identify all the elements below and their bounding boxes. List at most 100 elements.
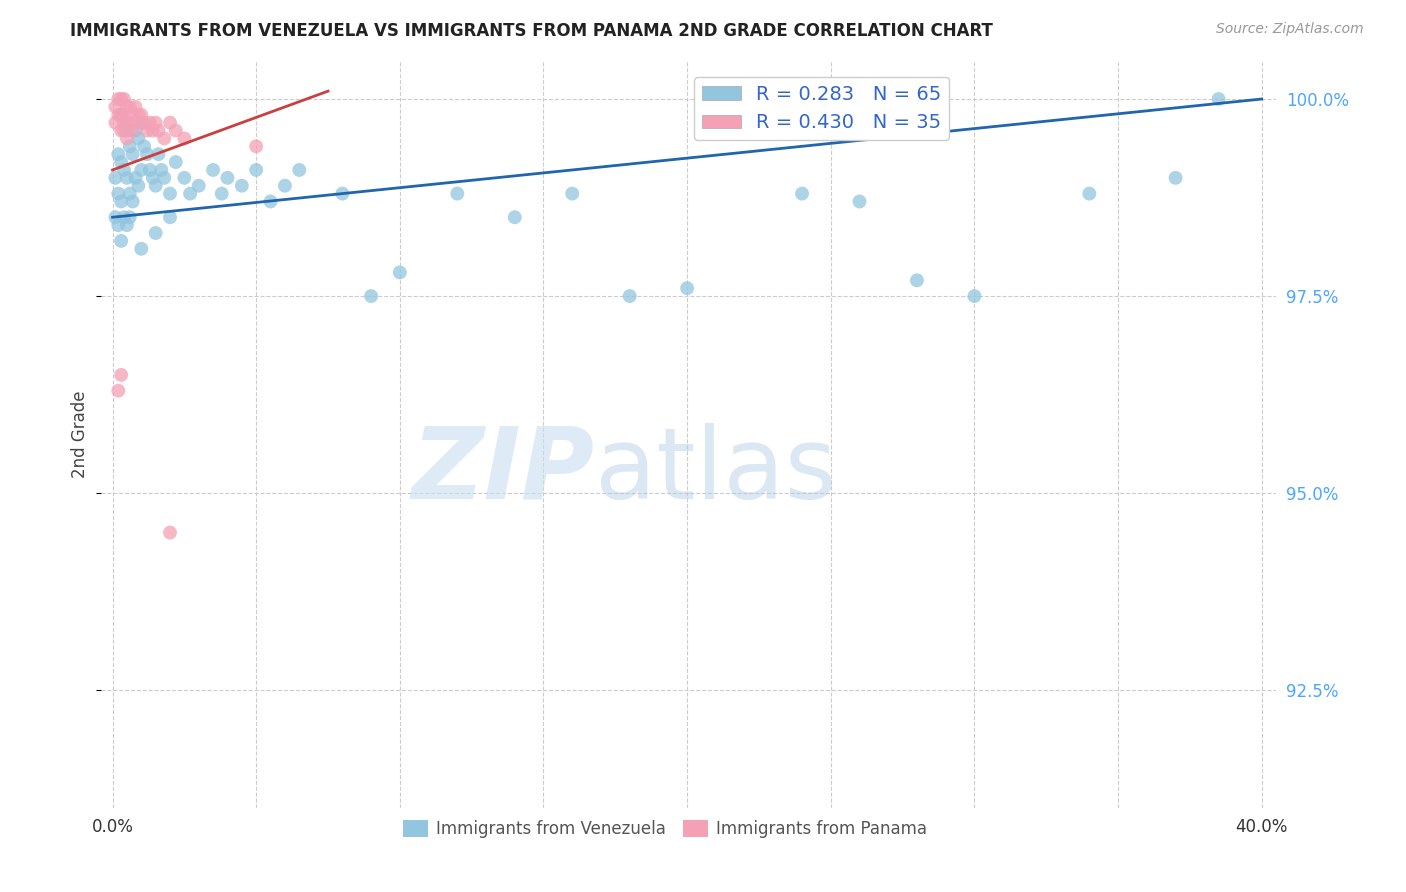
Point [107, 218, 129, 232]
Point [129, 242, 152, 256]
Text: IMMIGRANTS FROM VENEZUELA VS IMMIGRANTS FROM PANAMA 2ND GRADE CORRELATION CHART: IMMIGRANTS FROM VENEZUELA VS IMMIGRANTS … [70, 22, 993, 40]
Point [110, 194, 132, 209]
Point [134, 116, 156, 130]
Point [124, 116, 146, 130]
Point [145, 226, 167, 240]
Point [104, 100, 127, 114]
Point [159, 525, 181, 540]
Point [112, 163, 135, 178]
Point [110, 123, 132, 137]
Point [112, 211, 135, 225]
Point [159, 211, 181, 225]
Point [145, 116, 167, 130]
Point [110, 234, 132, 248]
Point [129, 108, 152, 122]
Point [136, 147, 159, 161]
Point [118, 186, 141, 201]
Point [115, 100, 138, 114]
Text: Source: ZipAtlas.com: Source: ZipAtlas.com [1216, 22, 1364, 37]
Point [136, 123, 159, 137]
Point [104, 170, 127, 185]
Point [148, 123, 170, 137]
Point [127, 131, 149, 145]
Point [288, 163, 311, 178]
Point [110, 155, 132, 169]
Point [153, 131, 176, 145]
Point [107, 108, 129, 122]
Point [121, 194, 143, 209]
Point [121, 147, 143, 161]
Point [159, 116, 181, 130]
Point [332, 186, 354, 201]
Point [115, 131, 138, 145]
Point [905, 273, 928, 287]
Point [110, 108, 132, 122]
Point [127, 108, 149, 122]
Point [848, 194, 870, 209]
Point [211, 186, 233, 201]
Point [1078, 186, 1101, 201]
Point [104, 211, 127, 225]
Point [124, 123, 146, 137]
Point [259, 194, 281, 209]
Point [104, 116, 127, 130]
Point [145, 178, 167, 193]
Point [231, 178, 253, 193]
Point [127, 178, 149, 193]
Point [561, 186, 583, 201]
Point [129, 163, 152, 178]
Point [360, 289, 382, 303]
Point [1164, 170, 1187, 185]
Point [1208, 92, 1230, 106]
Point [159, 186, 181, 201]
Y-axis label: 2nd Grade: 2nd Grade [72, 391, 89, 478]
Point [134, 139, 156, 153]
Point [179, 186, 201, 201]
Point [388, 265, 411, 279]
Point [274, 178, 297, 193]
Point [139, 116, 162, 130]
Point [107, 147, 129, 161]
Point [139, 163, 162, 178]
Point [112, 108, 135, 122]
Point [107, 92, 129, 106]
Text: ZIP: ZIP [412, 423, 595, 520]
Point [129, 116, 152, 130]
Point [118, 100, 141, 114]
Point [676, 281, 699, 295]
Point [115, 218, 138, 232]
Point [173, 170, 195, 185]
Point [112, 92, 135, 106]
Point [121, 108, 143, 122]
Point [217, 170, 239, 185]
Point [110, 108, 132, 122]
Point [110, 368, 132, 382]
Point [148, 147, 170, 161]
Point [107, 384, 129, 398]
Point [118, 139, 141, 153]
Point [110, 92, 132, 106]
Point [112, 123, 135, 137]
Point [619, 289, 641, 303]
Point [150, 163, 173, 178]
Point [115, 170, 138, 185]
Point [165, 155, 187, 169]
Point [202, 163, 225, 178]
Point [173, 131, 195, 145]
Point [115, 116, 138, 130]
Point [107, 186, 129, 201]
Point [118, 116, 141, 130]
Point [790, 186, 813, 201]
Point [165, 123, 187, 137]
Point [187, 178, 209, 193]
Point [121, 123, 143, 137]
Point [124, 170, 146, 185]
Legend: Immigrants from Venezuela, Immigrants from Panama: Immigrants from Venezuela, Immigrants fr… [396, 814, 934, 845]
Point [115, 123, 138, 137]
Point [245, 163, 267, 178]
Point [118, 211, 141, 225]
Point [142, 123, 165, 137]
Point [142, 170, 165, 185]
Point [245, 139, 267, 153]
Point [963, 289, 986, 303]
